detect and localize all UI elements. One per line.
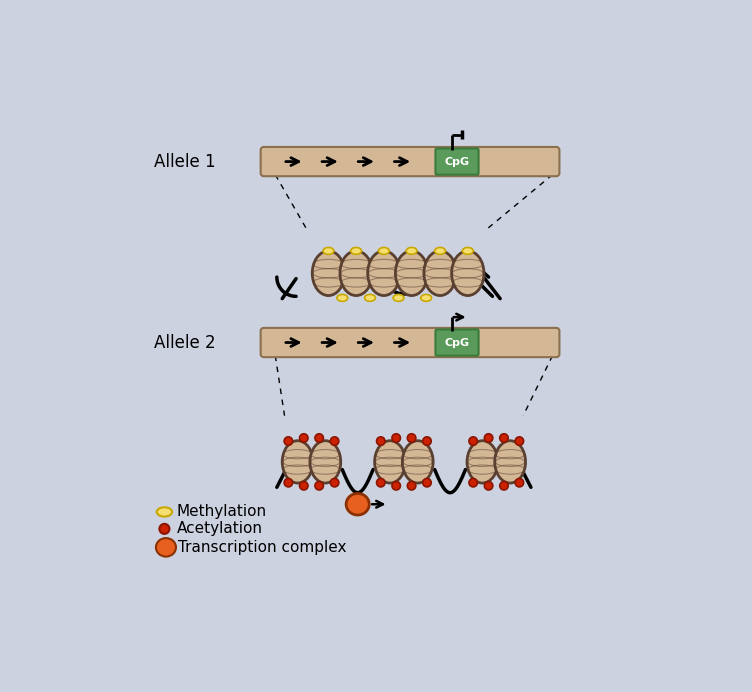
- Ellipse shape: [282, 441, 313, 483]
- Ellipse shape: [368, 251, 400, 295]
- Ellipse shape: [156, 507, 172, 516]
- Ellipse shape: [323, 248, 334, 255]
- Ellipse shape: [435, 248, 445, 255]
- Ellipse shape: [299, 482, 308, 490]
- FancyBboxPatch shape: [261, 328, 559, 357]
- Text: Methylation: Methylation: [177, 504, 267, 520]
- Ellipse shape: [484, 434, 493, 442]
- Ellipse shape: [299, 434, 308, 442]
- Ellipse shape: [365, 294, 375, 301]
- Text: Acetylation: Acetylation: [177, 521, 262, 536]
- Ellipse shape: [350, 248, 362, 255]
- Ellipse shape: [423, 437, 431, 446]
- Ellipse shape: [156, 538, 176, 556]
- FancyBboxPatch shape: [435, 329, 478, 356]
- Ellipse shape: [500, 434, 508, 442]
- Ellipse shape: [423, 478, 431, 487]
- FancyBboxPatch shape: [261, 147, 559, 176]
- Ellipse shape: [396, 251, 428, 295]
- Ellipse shape: [421, 294, 432, 301]
- Ellipse shape: [346, 493, 369, 515]
- Ellipse shape: [315, 482, 323, 490]
- Ellipse shape: [312, 251, 344, 295]
- Ellipse shape: [392, 434, 400, 442]
- Ellipse shape: [377, 437, 385, 446]
- Text: CpG: CpG: [444, 156, 469, 167]
- Ellipse shape: [467, 441, 498, 483]
- Ellipse shape: [515, 437, 523, 446]
- Ellipse shape: [159, 524, 169, 534]
- Text: Allele 2: Allele 2: [153, 334, 215, 352]
- Ellipse shape: [424, 251, 456, 295]
- FancyBboxPatch shape: [435, 149, 478, 174]
- Ellipse shape: [330, 478, 339, 487]
- Ellipse shape: [408, 482, 416, 490]
- Ellipse shape: [469, 437, 478, 446]
- Ellipse shape: [500, 482, 508, 490]
- Ellipse shape: [462, 248, 473, 255]
- Ellipse shape: [495, 441, 526, 483]
- Ellipse shape: [284, 478, 293, 487]
- Ellipse shape: [377, 478, 385, 487]
- Ellipse shape: [393, 294, 404, 301]
- Ellipse shape: [452, 251, 484, 295]
- Ellipse shape: [374, 441, 405, 483]
- Ellipse shape: [392, 482, 400, 490]
- Text: Transcription complex: Transcription complex: [178, 540, 347, 555]
- Ellipse shape: [484, 482, 493, 490]
- Ellipse shape: [310, 441, 341, 483]
- Text: Allele 1: Allele 1: [153, 152, 215, 171]
- Ellipse shape: [284, 437, 293, 446]
- Ellipse shape: [315, 434, 323, 442]
- Ellipse shape: [515, 478, 523, 487]
- Ellipse shape: [402, 441, 433, 483]
- Ellipse shape: [337, 294, 347, 301]
- Ellipse shape: [330, 437, 339, 446]
- Ellipse shape: [340, 251, 372, 295]
- Text: CpG: CpG: [444, 338, 469, 347]
- Ellipse shape: [408, 434, 416, 442]
- Ellipse shape: [469, 478, 478, 487]
- Ellipse shape: [406, 248, 417, 255]
- Ellipse shape: [378, 248, 390, 255]
